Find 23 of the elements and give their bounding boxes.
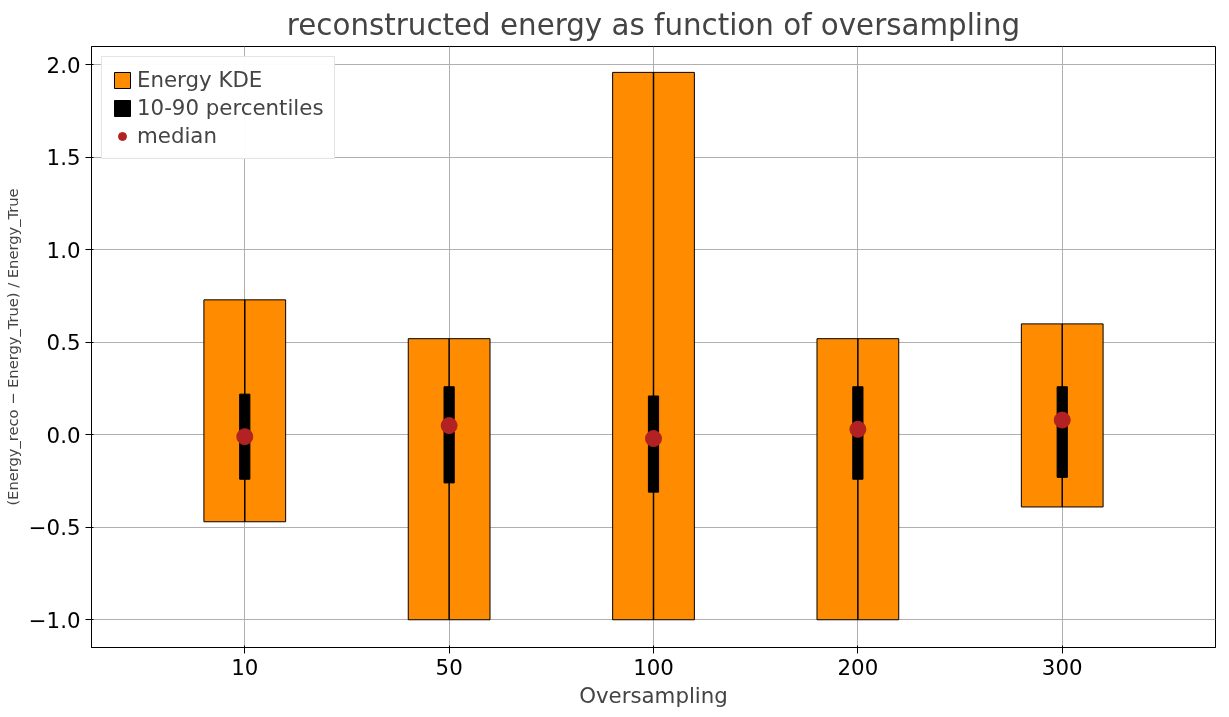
bar xyxy=(203,299,287,523)
x-axis-title: Oversampling xyxy=(579,682,728,708)
y-tick-label: 1.5 xyxy=(46,145,81,171)
y-tick-label: 1.0 xyxy=(46,237,81,263)
legend-label: 10-90 percentiles xyxy=(137,95,324,120)
x-tick-label: 10 xyxy=(231,654,259,680)
chart-title: reconstructed energy as function of oversampling xyxy=(286,7,1021,42)
y-tick-label: −1.0 xyxy=(28,607,81,633)
bar xyxy=(407,338,491,621)
legend-label: Energy KDE xyxy=(137,67,263,92)
x-tick-label: 300 xyxy=(1041,654,1083,680)
x-tick-label: 50 xyxy=(435,654,463,680)
y-tick-label: 2.0 xyxy=(46,52,81,78)
y-tick-label: 0.5 xyxy=(46,330,81,356)
bar xyxy=(816,338,900,621)
y-axis-title: (Energy_reco − Energy_True) / Energy_True xyxy=(3,188,21,506)
x-tick-label: 100 xyxy=(633,654,674,680)
legend-label: median xyxy=(137,123,217,148)
bar xyxy=(1020,323,1104,508)
y-tick-label: −0.5 xyxy=(28,515,81,541)
x-tick-label: 200 xyxy=(837,654,879,680)
y-tick-label: 0.0 xyxy=(46,422,81,448)
bar xyxy=(612,71,695,621)
